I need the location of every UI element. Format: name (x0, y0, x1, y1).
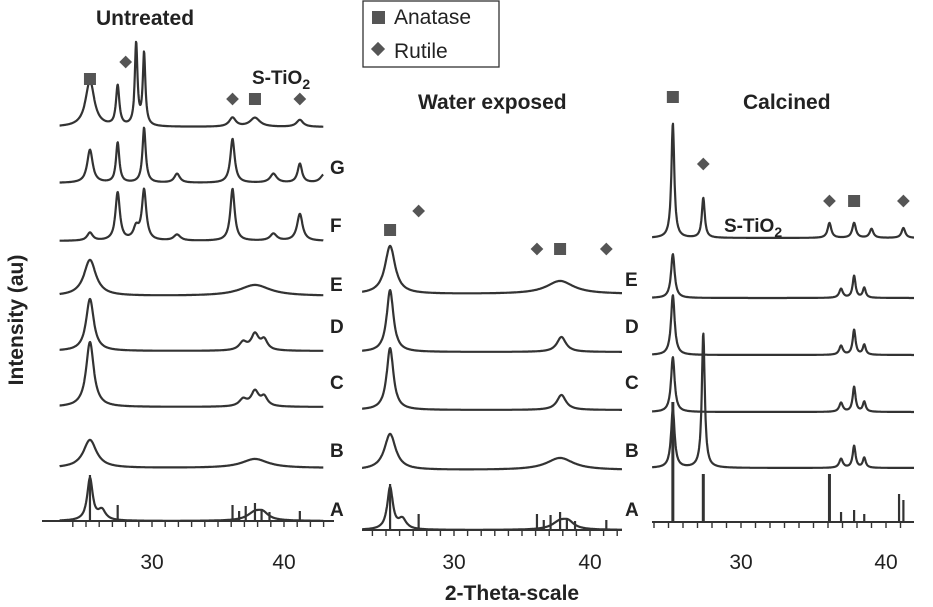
anatase-marker-icon (554, 243, 567, 255)
y-axis-title: Intensity (au) (5, 255, 28, 386)
trace-3-c (651, 356, 915, 414)
phase-markers-layer (83, 55, 910, 256)
x-tick-40-calcined: 40 (874, 551, 897, 574)
x-axis-title: 2-Theta-scale (445, 582, 579, 605)
rutile-marker-icon (530, 242, 544, 256)
rutile-marker-icon (119, 55, 133, 69)
trace-3-s-tio2 (651, 122, 915, 239)
s-tio2-label-calcined: S-TiO2 (724, 216, 782, 240)
legend-label-anatase: Anatase (394, 6, 471, 29)
trace-1-f (58, 187, 324, 242)
series-label-water-e: E (625, 270, 638, 291)
rutile-marker-icon (599, 242, 613, 256)
legend: Anatase Rutile (362, 0, 500, 68)
x-tick-40-untreated: 40 (272, 551, 295, 574)
x-tick-30-water: 30 (442, 551, 465, 574)
rutile-marker-icon (293, 92, 307, 106)
s-tio2-label-untreated: S-TiO2 (252, 68, 310, 92)
series-label-water-a: A (625, 500, 639, 521)
series-label-untreated-d: D (330, 317, 344, 338)
series-label-untreated-e: E (330, 275, 343, 296)
trace-2-e (361, 244, 623, 295)
series-label-untreated-g: G (330, 158, 345, 179)
trace-1-e (58, 258, 324, 297)
panel-title-calcined: Calcined (743, 91, 831, 114)
anatase-marker-icon (384, 224, 397, 236)
series-label-water-c: C (625, 373, 639, 394)
legend-label-rutile: Rutile (394, 40, 448, 63)
legend-box (362, 0, 500, 68)
series-label-water-b: B (625, 441, 639, 462)
series-label-untreated-a: A (330, 500, 344, 521)
panel-title-water-exposed: Water exposed (418, 91, 567, 114)
rutile-marker-icon (897, 194, 910, 208)
x-tick-40-water: 40 (578, 551, 601, 574)
series-label-untreated-b: B (330, 441, 344, 462)
panel-title-untreated: Untreated (96, 7, 194, 30)
trace-3-e (651, 253, 915, 300)
traces-layer (58, 40, 915, 531)
trace-1-c (58, 340, 324, 408)
trace-1-d (58, 297, 324, 352)
trace-1-g (58, 126, 324, 184)
trace-2-d (361, 289, 623, 353)
rutile-marker-icon (226, 92, 239, 106)
anatase-marker-icon (666, 91, 679, 103)
axes-layer (42, 402, 914, 536)
rutile-marker-icon (823, 194, 836, 208)
trace-2-a (361, 485, 623, 531)
anatase-marker-icon (248, 93, 261, 105)
anatase-square-icon (372, 11, 385, 24)
trace-1-s-tio2 (58, 40, 324, 128)
x-tick-30-calcined: 30 (729, 551, 752, 574)
trace-1-b (58, 438, 324, 469)
anatase-marker-icon (848, 195, 861, 207)
x-tick-30-untreated: 30 (140, 551, 163, 574)
series-label-water-d: D (625, 317, 639, 338)
rutile-marker-icon (696, 157, 710, 171)
trace-3-b (651, 332, 915, 469)
trace-2-b (361, 432, 623, 471)
anatase-marker-icon (83, 73, 96, 85)
trace-3-d (651, 294, 915, 357)
series-label-untreated-c: C (330, 373, 344, 394)
rutile-marker-icon (412, 204, 426, 218)
trace-2-c (361, 347, 623, 411)
trace-1-a (58, 476, 324, 522)
series-label-untreated-f: F (330, 216, 342, 237)
rutile-diamond-icon (370, 41, 386, 57)
